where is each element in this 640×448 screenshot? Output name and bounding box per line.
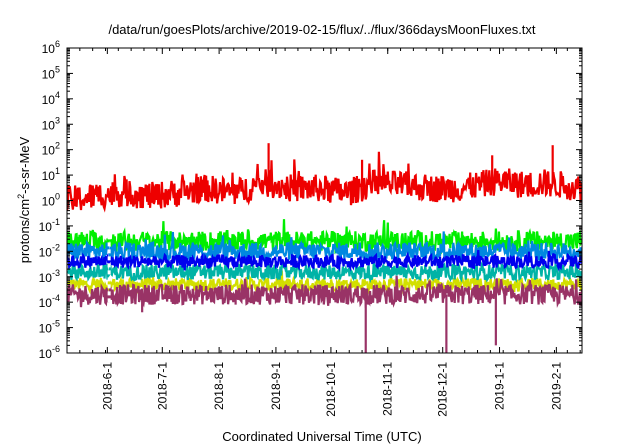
x-tick-label: 2018-11-1 [381, 362, 395, 416]
x-tick-label: 2019-1-1 [493, 362, 507, 410]
x-tick-label: 2018-6-1 [100, 362, 114, 410]
x-tick-label: 2018-9-1 [269, 362, 283, 410]
y-tick-label: 101 [42, 166, 60, 183]
series-line [67, 231, 582, 264]
y-tick-label: 104 [42, 90, 60, 107]
y-tick-label: 102 [42, 141, 60, 158]
y-tick-label: 10-5 [39, 319, 60, 336]
x-axis-label: Coordinated Universal Time (UTC) [222, 429, 421, 444]
series-layer [67, 143, 582, 353]
series-line [67, 275, 582, 309]
y-tick-label: 106 [42, 39, 60, 56]
x-tick-label: 2019-2-1 [549, 362, 563, 410]
y-axis-label: protons/cm2-s-sr-MeV [16, 136, 32, 263]
series-line [67, 219, 582, 255]
series-line [67, 151, 582, 213]
plot-frame [66, 47, 583, 354]
series-line [67, 249, 582, 272]
axes-layer: 10-6 10-5 10-4 10-3 10-2 10-1 100 101 102 103 104 1… [39, 39, 583, 417]
y-tick-label: 10-2 [39, 242, 60, 259]
series-line [67, 260, 582, 284]
y-tick-label: 10-3 [39, 268, 60, 285]
x-tick-label: 2018-10-1 [324, 362, 338, 417]
x-tick-label: 2018-12-1 [436, 362, 450, 417]
x-tick-label: 2018-8-1 [212, 362, 226, 410]
chart-title: /data/run/goesPlots/archive/2019-02-15/f… [108, 22, 535, 37]
y-tick-label: 100 [42, 192, 60, 209]
y-tick-label: 10-4 [39, 293, 60, 310]
y-tick-label: 10-6 [39, 344, 60, 361]
y-tick-label: 105 [42, 64, 60, 81]
x-tick-label: 2018-7-1 [155, 362, 169, 410]
y-tick-label: 10-1 [39, 217, 60, 234]
y-tick-label: 103 [42, 115, 60, 132]
